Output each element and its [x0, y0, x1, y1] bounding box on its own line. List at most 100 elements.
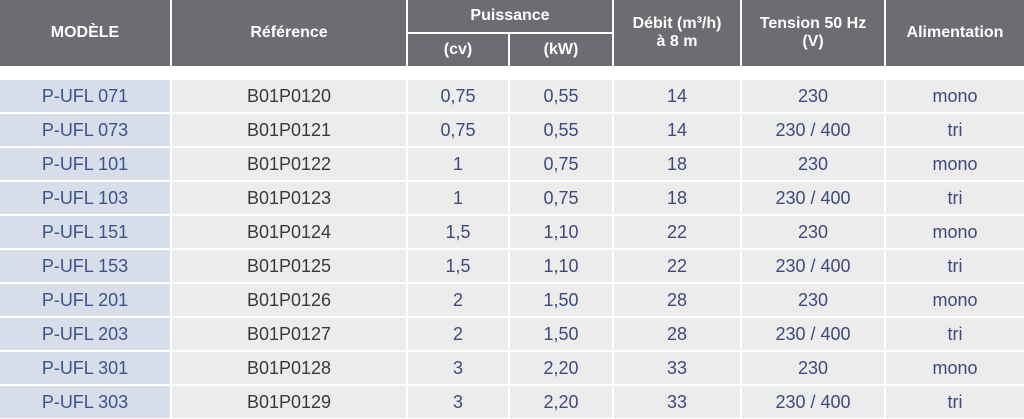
- cell-text: mono: [932, 153, 978, 174]
- table-cell: 230: [742, 80, 884, 112]
- table-cell: 1: [408, 182, 508, 214]
- cell-text: B01P0127: [246, 323, 332, 344]
- cell-text: 3: [452, 391, 463, 412]
- header-modele: MODÈLE: [0, 0, 170, 66]
- cell-text: B01P0129: [246, 391, 332, 412]
- table-cell: 14: [614, 80, 740, 112]
- cell-text: 1,50: [543, 289, 579, 310]
- table-cell: P-UFL 071: [0, 80, 170, 112]
- table-cell: 230: [742, 352, 884, 384]
- cell-text: 230: [797, 289, 829, 310]
- table-cell: 230 / 400: [742, 182, 884, 214]
- cell-text: 1,5: [445, 221, 471, 242]
- table-cell: 2: [408, 284, 508, 316]
- table-cell: mono: [886, 284, 1024, 316]
- table-cell: 33: [614, 386, 740, 418]
- table-cell: 2,20: [510, 386, 612, 418]
- table-cell: B01P0129: [172, 386, 406, 418]
- table-cell: 230 / 400: [742, 114, 884, 146]
- cell-text: B01P0125: [246, 255, 332, 276]
- cell-text: 230: [797, 153, 829, 174]
- table-cell: 230: [742, 284, 884, 316]
- table-cell: tri: [886, 250, 1024, 282]
- table-cell: tri: [886, 318, 1024, 350]
- cell-text: Référence: [250, 23, 328, 41]
- cell-text: P-UFL 301: [41, 357, 129, 378]
- cell-text: B01P0126: [246, 289, 332, 310]
- cell-text: 1: [452, 153, 463, 174]
- cell-text: 28: [666, 289, 688, 310]
- cell-text: 0,55: [543, 85, 579, 106]
- table-cell: P-UFL 103: [0, 182, 170, 214]
- cell-text: 230 / 400: [775, 323, 851, 344]
- table-cell: 230: [742, 216, 884, 248]
- table-cell: 0,75: [510, 148, 612, 180]
- cell-text: 22: [666, 221, 688, 242]
- header-kw: (kW): [510, 34, 612, 66]
- table-cell: 2: [408, 318, 508, 350]
- table-cell: 18: [614, 182, 740, 214]
- cell-text: 230 / 400: [775, 119, 851, 140]
- table-cell: 230 / 400: [742, 386, 884, 418]
- table-cell: 0,55: [510, 114, 612, 146]
- header-cv: (cv): [408, 34, 508, 66]
- cell-text: 1: [452, 187, 463, 208]
- cell-text: 3: [452, 357, 463, 378]
- table-cell: 33: [614, 352, 740, 384]
- cell-text: P-UFL 071: [41, 85, 129, 106]
- table-cell: 14: [614, 114, 740, 146]
- cell-text: mono: [932, 289, 978, 310]
- cell-text: à 8 m: [656, 33, 698, 50]
- cell-text: tri: [947, 323, 963, 344]
- cell-text: P-UFL 073: [41, 119, 129, 140]
- table-cell: P-UFL 301: [0, 352, 170, 384]
- table-cell: 0,75: [408, 80, 508, 112]
- cell-text: 1,10: [543, 221, 579, 242]
- table-cell: mono: [886, 80, 1024, 112]
- table-cell: 1,50: [510, 284, 612, 316]
- cell-text: 230: [797, 221, 829, 242]
- table-cell: B01P0121: [172, 114, 406, 146]
- cell-text: 0,75: [543, 153, 579, 174]
- table-cell: 2,20: [510, 352, 612, 384]
- cell-text: B01P0122: [246, 153, 332, 174]
- cell-text: P-UFL 201: [41, 289, 129, 310]
- cell-text: 1,10: [543, 255, 579, 276]
- table-cell: mono: [886, 352, 1024, 384]
- table-cell: 22: [614, 216, 740, 248]
- cell-text: (V): [802, 33, 824, 50]
- cell-text: P-UFL 153: [41, 255, 129, 276]
- cell-text: 14: [666, 85, 688, 106]
- cell-text: 18: [666, 153, 688, 174]
- cell-text: 0,75: [440, 85, 476, 106]
- cell-text: MODÈLE: [50, 23, 120, 41]
- cell-text: 230 / 400: [775, 255, 851, 276]
- table-cell: tri: [886, 386, 1024, 418]
- cell-text: Débit (m³/h): [632, 14, 722, 32]
- table-cell: P-UFL 303: [0, 386, 170, 418]
- cell-text: Alimentation: [906, 23, 1004, 41]
- cell-text: mono: [932, 85, 978, 106]
- table-cell: B01P0125: [172, 250, 406, 282]
- table-cell: 3: [408, 386, 508, 418]
- cell-text: mono: [932, 357, 978, 378]
- header-reference: Référence: [172, 0, 406, 66]
- cell-text: B01P0128: [246, 357, 332, 378]
- table-cell: 230 / 400: [742, 318, 884, 350]
- table-cell: 22: [614, 250, 740, 282]
- table-cell: tri: [886, 114, 1024, 146]
- table-cell: 3: [408, 352, 508, 384]
- header-alimentation: Alimentation: [886, 0, 1024, 66]
- cell-text: P-UFL 151: [41, 221, 129, 242]
- cell-text: 2: [452, 289, 463, 310]
- cell-text: 0,75: [440, 119, 476, 140]
- table-cell: P-UFL 203: [0, 318, 170, 350]
- cell-text: 2: [452, 323, 463, 344]
- cell-text: B01P0123: [246, 187, 332, 208]
- table-cell: B01P0120: [172, 80, 406, 112]
- table-cell: 230: [742, 148, 884, 180]
- table-cell: 1: [408, 148, 508, 180]
- table-cell: 1,5: [408, 216, 508, 248]
- table-cell: P-UFL 073: [0, 114, 170, 146]
- cell-text: B01P0124: [246, 221, 332, 242]
